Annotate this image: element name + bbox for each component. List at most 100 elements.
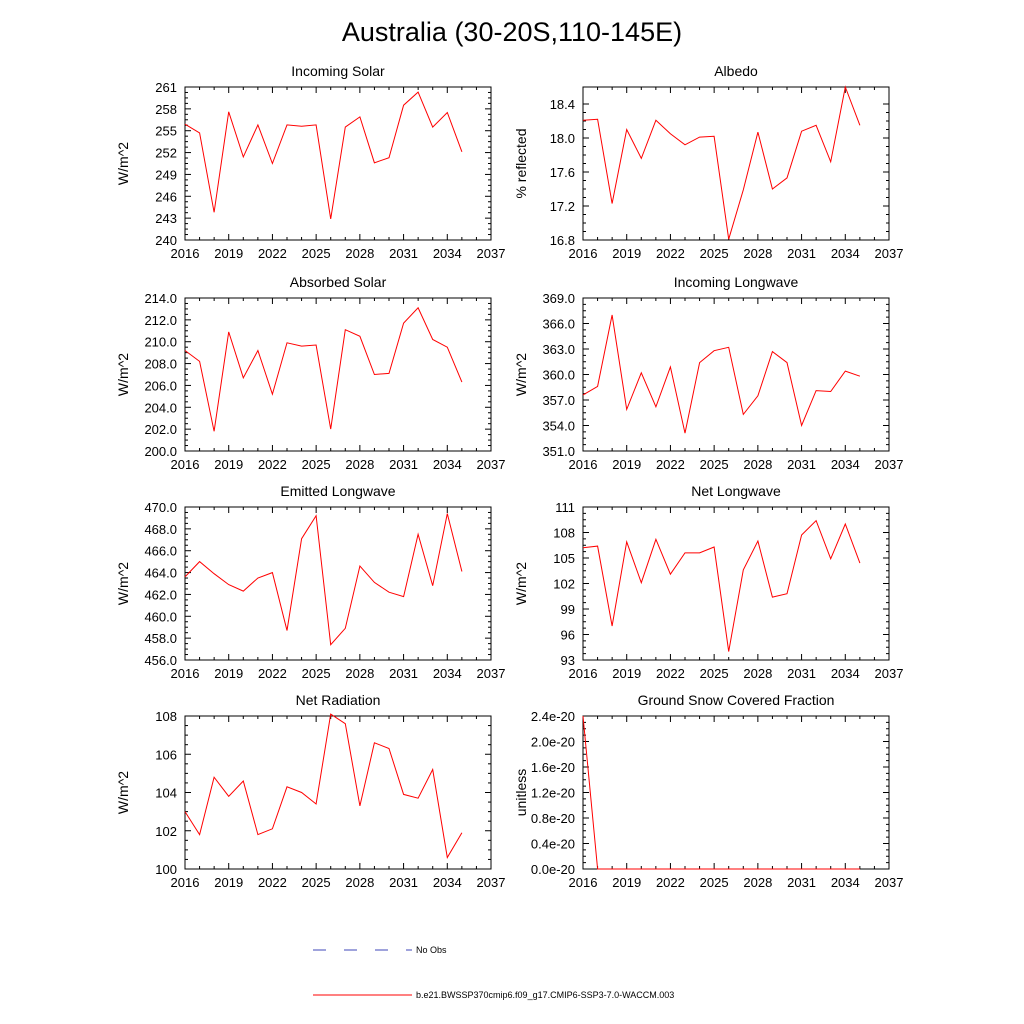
chart-panel: 2016 2019 2022 2025 2028 2031 2034 2037 240 243 24… <box>115 63 505 261</box>
y-tick-label: 93 <box>561 653 575 668</box>
y-tick-label: 0.8e-20 <box>531 811 575 826</box>
x-tick-label: 2019 <box>612 875 641 890</box>
y-tick-label: 106 <box>155 747 177 762</box>
legend-obs-label: No Obs <box>416 945 447 955</box>
x-tick-label: 2037 <box>875 457 904 472</box>
x-tick-label: 2028 <box>345 246 374 261</box>
chart-title: Ground Snow Covered Fraction <box>638 692 835 708</box>
x-tick-label: 2031 <box>787 875 816 890</box>
chart-panel: 2016 2019 2022 2025 2028 2031 2034 2037 16.8 17.2… <box>513 63 903 261</box>
y-tick-label: 18.0 <box>550 131 575 146</box>
x-tick-label: 2025 <box>700 457 729 472</box>
series-line <box>184 91 463 219</box>
chart-panel: 2016 2019 2022 2025 2028 2031 2034 2037 456.0 458… <box>115 483 505 681</box>
x-tick-label: 2031 <box>787 457 816 472</box>
y-tick-label: 18.4 <box>550 97 575 112</box>
x-tick-label: 2034 <box>433 457 462 472</box>
figure-title: Australia (30-20S,110-145E) <box>342 17 682 47</box>
x-tick-label: 2016 <box>171 457 200 472</box>
x-tick-label: 2028 <box>743 875 772 890</box>
x-tick-label: 2022 <box>656 875 685 890</box>
y-tick-label: 243 <box>155 211 177 226</box>
chart-panel: 2016 2019 2022 2025 2028 2031 2034 2037 100 102 10… <box>115 692 505 890</box>
x-tick-label: 2022 <box>656 457 685 472</box>
y-tick-label: 466.0 <box>144 544 177 559</box>
x-tick-label: 2022 <box>656 666 685 681</box>
y-tick-label: 357.0 <box>542 393 575 408</box>
x-tick-label: 2028 <box>743 246 772 261</box>
y-tick-label: 210.0 <box>144 335 177 350</box>
x-tick-label: 2031 <box>389 246 418 261</box>
y-tick-label: 104 <box>155 786 177 801</box>
x-tick-label: 2034 <box>831 666 860 681</box>
x-tick-label: 2025 <box>700 666 729 681</box>
x-tick-label: 2037 <box>477 666 506 681</box>
x-tick-label: 2028 <box>345 666 374 681</box>
x-tick-label: 2019 <box>612 666 641 681</box>
y-tick-label: 456.0 <box>144 653 177 668</box>
y-tick-label: 16.8 <box>550 233 575 248</box>
plot-frame <box>582 86 890 241</box>
chart-title: Incoming Solar <box>291 63 385 79</box>
y-tick-label: 458.0 <box>144 631 177 646</box>
plot-frame <box>184 86 492 241</box>
x-tick-label: 2019 <box>214 457 243 472</box>
y-axis-label: W/m^2 <box>115 142 131 185</box>
legend-model-label: b.e21.BWSSP370cmip6.f09_g17.CMIP6-SSP3-7… <box>416 990 674 1000</box>
y-axis-label: W/m^2 <box>513 353 529 396</box>
series-line <box>184 713 463 859</box>
y-tick-label: 464.0 <box>144 566 177 581</box>
y-axis-label: W/m^2 <box>115 562 131 605</box>
y-axis-label: W/m^2 <box>115 353 131 396</box>
y-tick-label: 0.0e-20 <box>531 862 575 877</box>
y-tick-label: 105 <box>553 551 575 566</box>
legend: No Obs b.e21.BWSSP370cmip6.f09_g17.CMIP6… <box>313 945 674 1000</box>
x-tick-label: 2022 <box>258 246 287 261</box>
y-tick-label: 202.0 <box>144 422 177 437</box>
chart-title: Absorbed Solar <box>290 274 387 290</box>
y-tick-label: 1.2e-20 <box>531 786 575 801</box>
y-tick-label: 258 <box>155 102 177 117</box>
x-tick-label: 2022 <box>258 875 287 890</box>
x-tick-label: 2025 <box>302 457 331 472</box>
x-tick-label: 2019 <box>612 246 641 261</box>
chart-panel: 2016 2019 2022 2025 2028 2031 2034 2037 351.0 354… <box>513 274 903 472</box>
y-tick-label: 100 <box>155 862 177 877</box>
y-tick-label: 470.0 <box>144 500 177 515</box>
y-tick-label: 214.0 <box>144 291 177 306</box>
chart-panel: 2016 2019 2022 2025 2028 2031 2034 2037 0.0e-20 0… <box>513 692 903 890</box>
y-tick-label: 249 <box>155 167 177 182</box>
y-tick-label: 468.0 <box>144 522 177 537</box>
x-tick-label: 2016 <box>569 875 598 890</box>
plot-frame <box>184 297 492 452</box>
x-tick-label: 2016 <box>569 666 598 681</box>
x-tick-label: 2031 <box>787 666 816 681</box>
x-tick-label: 2025 <box>302 666 331 681</box>
x-tick-label: 2034 <box>831 457 860 472</box>
x-tick-label: 2019 <box>214 875 243 890</box>
x-tick-label: 2037 <box>477 875 506 890</box>
y-tick-label: 351.0 <box>542 444 575 459</box>
chart-title: Albedo <box>714 63 758 79</box>
y-tick-label: 108 <box>553 526 575 541</box>
y-tick-label: 360.0 <box>542 368 575 383</box>
y-tick-label: 354.0 <box>542 419 575 434</box>
y-axis-label: W/m^2 <box>513 562 529 605</box>
x-tick-label: 2028 <box>743 457 772 472</box>
y-tick-label: 2.0e-20 <box>531 735 575 750</box>
x-tick-label: 2031 <box>389 457 418 472</box>
x-tick-label: 2016 <box>569 457 598 472</box>
y-tick-label: 208.0 <box>144 357 177 372</box>
y-tick-label: 17.6 <box>550 165 575 180</box>
series-line <box>582 715 860 870</box>
series-line <box>582 519 861 652</box>
y-tick-label: 1.6e-20 <box>531 760 575 775</box>
y-tick-label: 255 <box>155 124 177 139</box>
x-tick-label: 2019 <box>214 666 243 681</box>
x-tick-label: 2034 <box>433 666 462 681</box>
y-tick-label: 261 <box>155 80 177 95</box>
x-tick-label: 2028 <box>743 666 772 681</box>
y-tick-label: 363.0 <box>542 342 575 357</box>
chart-panel: 2016 2019 2022 2025 2028 2031 2034 2037 93 96 99 10… <box>513 483 903 681</box>
